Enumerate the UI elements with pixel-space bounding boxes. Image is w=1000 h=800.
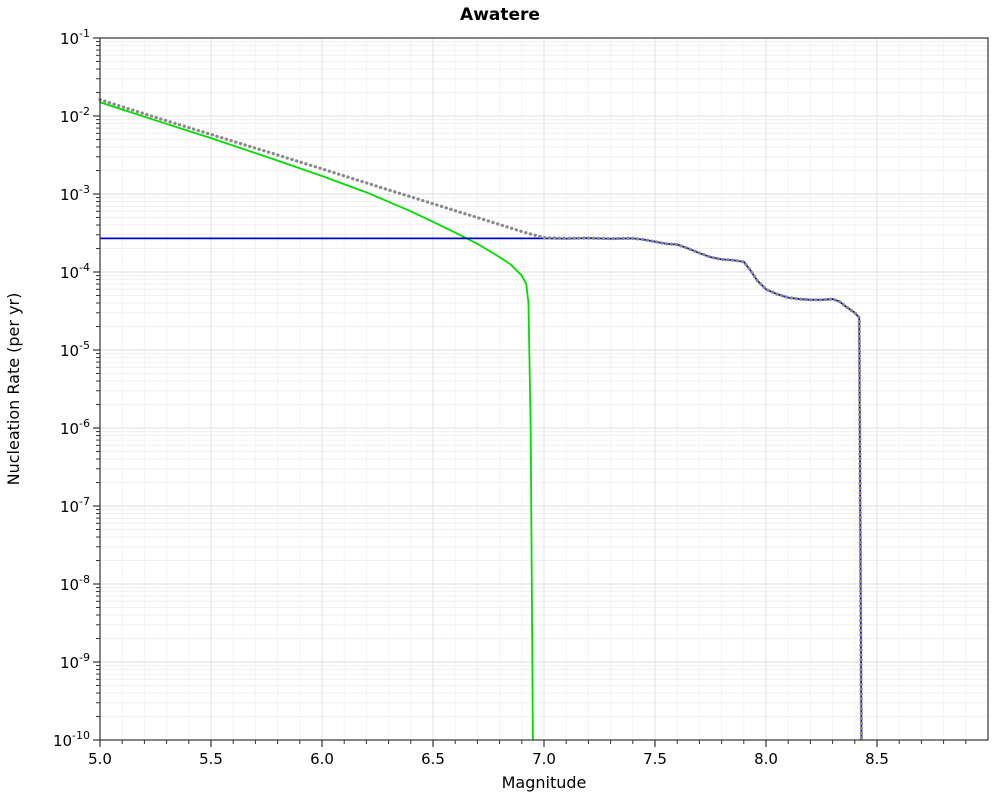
y-tick-label: 10-8	[60, 573, 90, 594]
y-tick-labels: 10-1 10-2 10-3 10-4 10-5 10-6 10-7 10-8 10-9 10-1…	[53, 27, 90, 750]
x-tick-label: 5.5	[199, 750, 223, 768]
y-tick-label: 10-1	[60, 27, 90, 48]
y-tick-label: 10-9	[60, 651, 90, 672]
x-tick-label: 7.5	[643, 750, 667, 768]
x-tick-label: 5.0	[88, 750, 112, 768]
series-gray-dotted-line	[98, 98, 864, 742]
series-blue-solid-line	[100, 237, 863, 741]
x-tick-label: 6.0	[310, 750, 334, 768]
y-tick-label: 10-2	[60, 105, 90, 126]
y-tick-label: 10-3	[60, 183, 90, 204]
axis-ticks	[93, 37, 967, 747]
series-green-solid-line	[99, 101, 534, 741]
x-tick-label: 8.5	[865, 750, 889, 768]
x-tick-label: 7.0	[532, 750, 556, 768]
y-axis-label: Nucleation Rate (per yr)	[4, 293, 23, 486]
chart-title: Awatere	[460, 5, 540, 25]
x-tick-labels: 5.0 5.5 6.0 6.5 7.0 7.5 8.0 8.5	[88, 750, 889, 768]
chart-series	[98, 98, 864, 742]
grid-major-lines	[100, 38, 988, 740]
y-tick-label: 10-6	[60, 417, 90, 438]
y-tick-label: 10-7	[60, 495, 90, 516]
y-tick-label: 10-10	[53, 729, 90, 750]
x-axis-label: Magnitude	[502, 773, 587, 792]
y-tick-label: 10-4	[60, 261, 90, 282]
x-tick-label: 8.0	[754, 750, 778, 768]
y-tick-label: 10-5	[60, 339, 90, 360]
x-tick-label: 6.5	[421, 750, 445, 768]
